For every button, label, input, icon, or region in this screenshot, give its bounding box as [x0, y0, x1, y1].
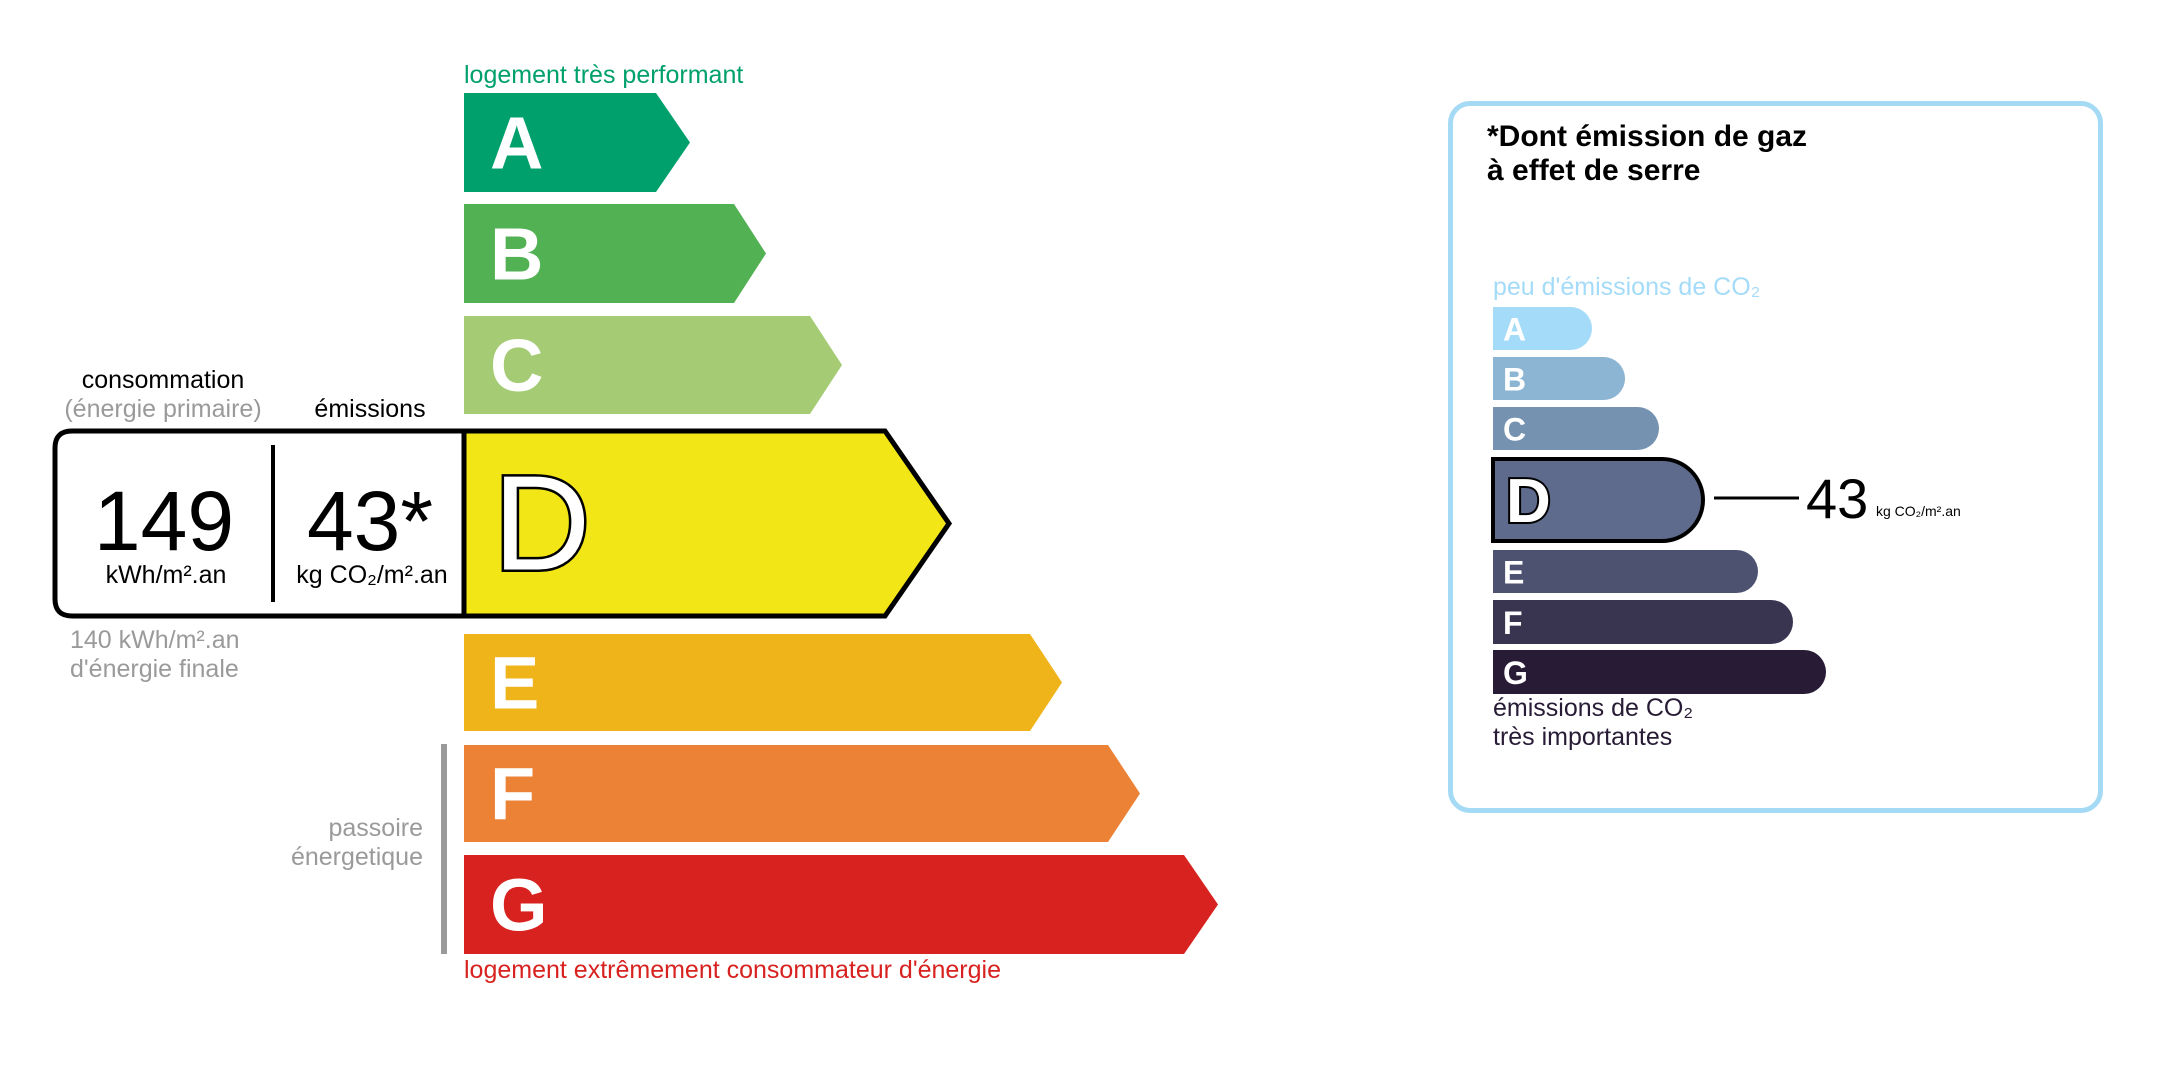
energy-bottom-label: logement extrêmement consommateur d'éner… [464, 956, 1001, 984]
ges-value: 43 [1806, 467, 1869, 530]
passoire-label-1: passoire [328, 814, 424, 842]
energy-bar-letter: D [493, 448, 591, 599]
passoire-bracket [441, 744, 447, 954]
energy-bar-letter: E [490, 642, 539, 725]
energy-bar-letter: C [490, 324, 543, 407]
energy-bar-letter: A [490, 102, 543, 185]
emissions-value: 43* [306, 474, 434, 568]
consumption-label: consommation [81, 366, 245, 394]
ges-panel [1448, 101, 2103, 813]
ges-bar-e [1493, 550, 1758, 593]
consumption-sublabel: (énergie primaire) [64, 395, 262, 423]
energy-bar-letter: F [490, 753, 535, 836]
ges-bar-letter: C [1503, 412, 1526, 448]
consumption-value: 149 [93, 474, 235, 568]
ges-bottom-label-1: émissions de CO₂ [1493, 694, 1694, 722]
passoire-label-2: énergetique [290, 843, 423, 871]
final-energy-label: d'énergie finale [70, 655, 239, 683]
ges-bar-letter: A [1503, 312, 1526, 348]
ges-title-line2: à effet de serre [1487, 154, 1701, 187]
ges-bar-c [1493, 407, 1659, 450]
ges-bar-a [1493, 307, 1592, 350]
energy-bar-letter: G [490, 864, 548, 947]
energy-bar-a [464, 93, 690, 192]
energy-bar-f [464, 745, 1140, 842]
ges-bar-f [1493, 600, 1793, 644]
ges-top-label: peu d'émissions de CO₂ [1493, 273, 1761, 301]
ges-bottom-label-2: très importantes [1493, 723, 1673, 751]
ges-bottom-label: émissions de CO₂ très importantes [1493, 694, 1693, 752]
ges-unit: kg CO₂/m².an [1876, 503, 1961, 519]
consumption-unit: kWh/m².an [105, 561, 227, 589]
emissions-unit: kg CO₂/m².an [296, 561, 448, 589]
ges-bar-letter: D [1506, 467, 1551, 536]
ges-bar-letter: F [1503, 605, 1523, 641]
energy-bar-e [464, 634, 1062, 731]
ges-title: *Dont émission de gaz à effet de serre [1487, 120, 1807, 188]
energy-top-label: logement très performant [464, 61, 744, 89]
energy-bar-g [464, 855, 1218, 954]
ges-bar-g [1493, 650, 1826, 694]
energy-bar-b [464, 204, 766, 303]
ges-bar-d [1491, 457, 1705, 543]
energy-bar-c [464, 316, 842, 414]
final-energy-value: 140 kWh/m².an [70, 626, 240, 654]
emissions-label: émissions [314, 395, 426, 423]
ges-bar-letter: G [1503, 655, 1528, 691]
ges-title-line1: *Dont émission de gaz [1487, 120, 1808, 153]
ges-bar-letter: E [1503, 555, 1524, 591]
energy-bar-letter: B [490, 213, 543, 296]
ges-bar-letter: B [1503, 362, 1526, 398]
energy-values-box [52, 428, 467, 619]
ges-bar-b [1493, 357, 1625, 400]
